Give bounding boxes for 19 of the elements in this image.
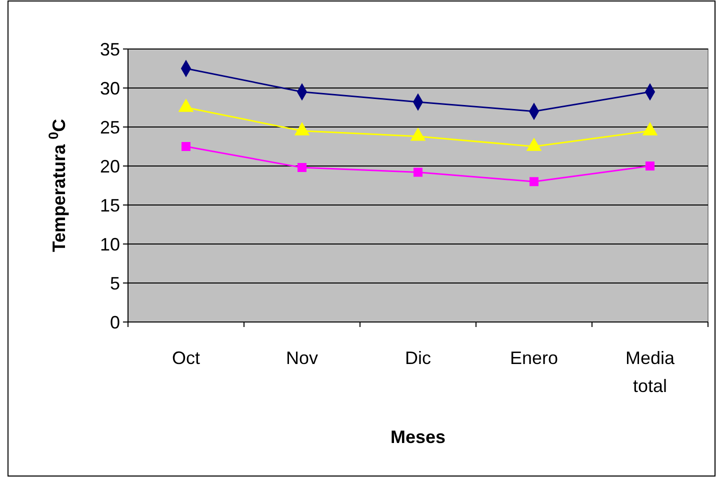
- y-tick-label: 5: [110, 273, 120, 294]
- x-tick-label: Oct: [172, 348, 200, 368]
- y-tick-label: 0: [110, 312, 120, 332]
- point: [182, 142, 190, 151]
- x-tick-label: Enero: [510, 348, 558, 368]
- x-tick-label: Media total: [625, 348, 676, 396]
- point: [414, 168, 422, 177]
- point: [298, 163, 306, 172]
- point: [646, 162, 654, 170]
- y-tick-label: 10: [100, 234, 120, 254]
- x-axis-title: Meses: [390, 427, 446, 447]
- y-tick-label: 35: [100, 39, 120, 60]
- point: [530, 177, 538, 186]
- x-tick-label: Nov: [286, 348, 318, 368]
- x-tick-label: Dic: [405, 348, 431, 368]
- y-tick-label: 15: [100, 195, 120, 216]
- y-tick-label: 30: [100, 78, 120, 98]
- y-tick-label: 25: [100, 117, 120, 138]
- y-tick-label: 20: [100, 156, 120, 176]
